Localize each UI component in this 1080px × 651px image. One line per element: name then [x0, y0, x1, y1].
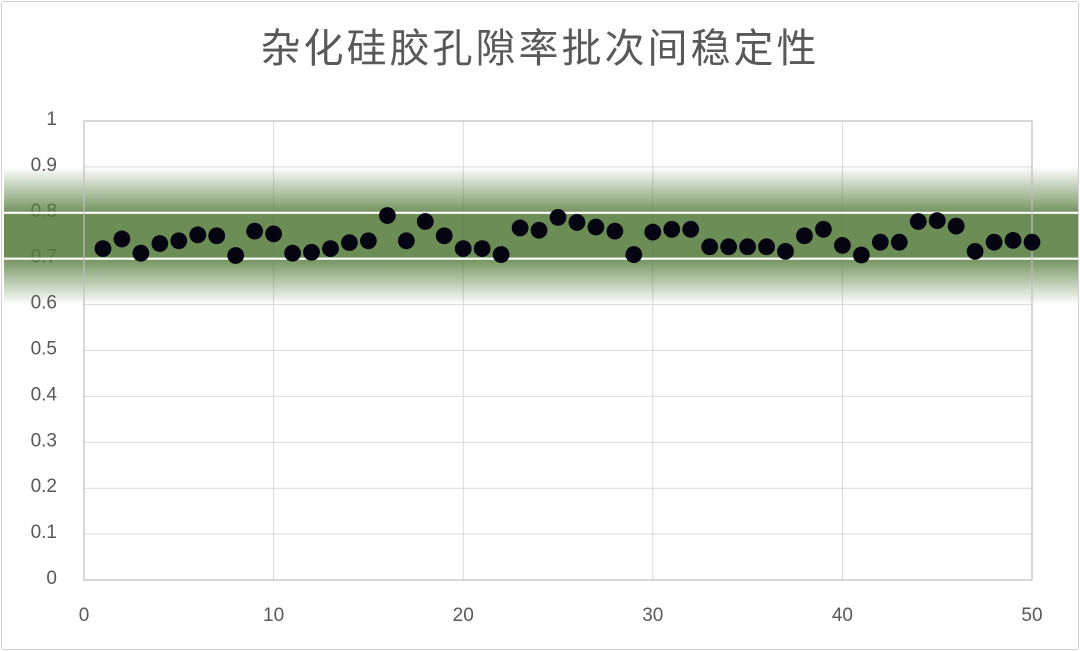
svg-text:0: 0 [79, 605, 90, 626]
svg-text:30: 30 [642, 605, 663, 626]
svg-text:50: 50 [1021, 605, 1042, 626]
svg-text:0.3: 0.3 [31, 430, 57, 451]
svg-text:40: 40 [832, 605, 853, 626]
svg-text:1: 1 [46, 109, 57, 130]
svg-text:10: 10 [263, 605, 284, 626]
svg-text:20: 20 [453, 605, 474, 626]
svg-text:0.5: 0.5 [31, 339, 57, 360]
svg-text:0.4: 0.4 [31, 384, 58, 405]
svg-text:0.1: 0.1 [31, 522, 57, 543]
svg-text:0: 0 [46, 568, 57, 589]
svg-text:0.2: 0.2 [31, 476, 57, 497]
